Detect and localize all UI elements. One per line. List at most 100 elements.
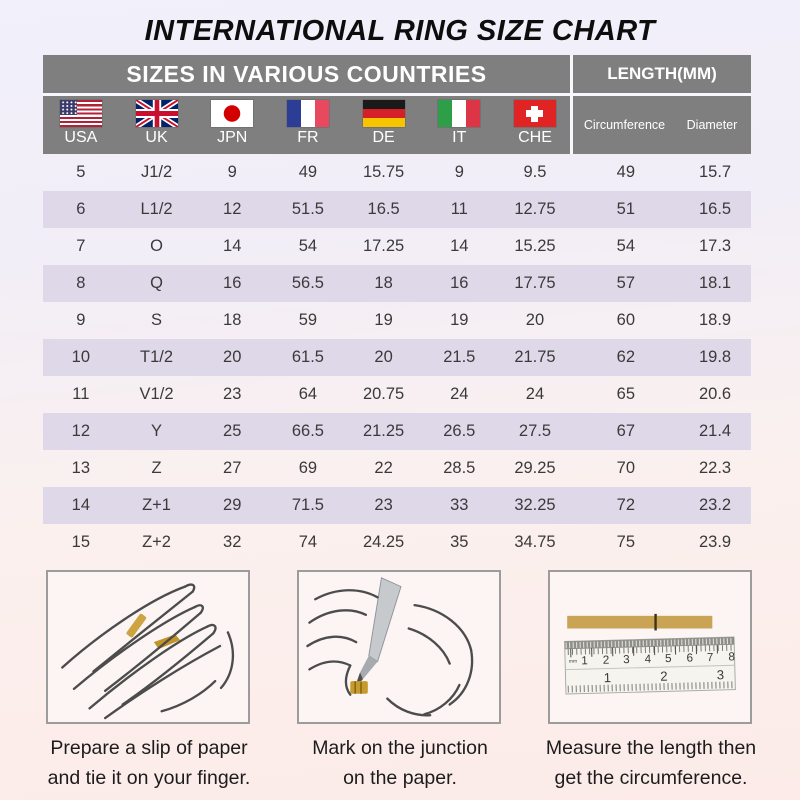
table-cell: 12 xyxy=(223,200,242,218)
table-cell: 14 xyxy=(71,496,91,514)
table-cell: 24 xyxy=(525,385,545,403)
table-cell: 23.9 xyxy=(698,533,732,551)
table-header-band: SIZES IN VARIOUS COUNTRIES LENGTH(MM) xyxy=(43,55,751,93)
table-cell: 69 xyxy=(298,459,318,477)
marking-pen-illustration xyxy=(306,577,474,717)
table-cell: 32.25 xyxy=(514,496,556,514)
table-cell: 75 xyxy=(616,533,636,551)
table-cell: 18 xyxy=(223,311,242,329)
table-cell: 20 xyxy=(525,311,545,329)
ruler-number: 7 xyxy=(707,651,714,664)
table-cell: 16.5 xyxy=(698,200,732,218)
table-cell: 27.5 xyxy=(518,422,552,440)
instruction-figure-1 xyxy=(46,570,250,724)
column-header-de: DE xyxy=(346,96,422,154)
table-cell: 33 xyxy=(450,496,469,514)
table-row: 10 T1/2 20 61.5 20 21.5 21.75 62 19.8 xyxy=(43,339,751,376)
country-code-label: UK xyxy=(145,129,168,146)
table-cell: 49 xyxy=(298,163,318,181)
table-cell: 24.25 xyxy=(362,533,405,551)
table-cell: 20.75 xyxy=(362,385,405,403)
table-cell: 20.6 xyxy=(698,385,732,403)
france-flag-icon xyxy=(286,100,329,127)
table-cell: T1/2 xyxy=(140,348,174,366)
table-cell: Z+1 xyxy=(142,496,171,514)
table-cell: 72 xyxy=(616,496,636,514)
caption-line: Mark on the junction xyxy=(312,737,488,759)
table-cell: S xyxy=(151,311,163,329)
ruler-number: 4 xyxy=(644,653,651,666)
usa-flag-icon xyxy=(59,100,102,127)
table-cell: 12 xyxy=(71,422,91,440)
caption-line: Measure the length then xyxy=(545,737,757,759)
table-cell: 12.75 xyxy=(514,200,556,218)
ruler-number: 1 xyxy=(581,654,588,667)
hand-with-paper-illustration xyxy=(61,583,235,720)
caption-line: and tie it on your finger. xyxy=(47,767,251,789)
table-row: 11 V1/2 23 64 20.75 24 24 65 20.6 xyxy=(43,376,751,413)
ruler-illustration: mm 1 2 3 4 5 6 7 8 1 2 3 xyxy=(564,613,736,695)
table-cell: 15.7 xyxy=(698,163,732,181)
table-cell: 32 xyxy=(223,533,242,551)
header-sizes-countries: SIZES IN VARIOUS COUNTRIES xyxy=(43,55,573,93)
table-cell: 18.9 xyxy=(698,311,732,329)
table-row: 8 Q 16 56.5 18 16 17.75 57 18.1 xyxy=(43,265,751,302)
table-cell: 14 xyxy=(223,237,242,255)
table-cell: Z xyxy=(151,459,162,477)
country-code-label: DE xyxy=(372,129,395,146)
table-cell: 22.3 xyxy=(698,459,732,477)
table-cell: 66.5 xyxy=(291,422,324,440)
table-cell: V1/2 xyxy=(139,385,174,403)
table-cell: 19 xyxy=(374,311,393,329)
country-code-label: JPN xyxy=(217,129,248,146)
ruler-inch-number: 2 xyxy=(660,669,668,684)
instruction-figure-2 xyxy=(297,570,501,724)
table-cell: 49 xyxy=(616,163,636,181)
country-flags-section: USA UK JPN FR xyxy=(43,96,573,154)
header-length-mm: LENGTH(MM) xyxy=(573,55,751,93)
table-cell: 21.4 xyxy=(698,422,732,440)
table-cell: 23 xyxy=(223,385,242,403)
table-cell: Z+2 xyxy=(142,533,171,551)
table-cell: 25 xyxy=(223,422,242,440)
table-cell: 9 xyxy=(227,163,237,181)
instruction-caption-1: Prepare a slip of paper and tie it on yo… xyxy=(19,733,279,793)
table-cell: 5 xyxy=(76,163,86,181)
caption-line: get the circumference. xyxy=(554,767,748,789)
column-header-diameter: Diameter xyxy=(686,118,738,132)
table-cell: 70 xyxy=(616,459,636,477)
ruler-number: 8 xyxy=(728,650,735,663)
table-cell: 18.1 xyxy=(698,274,732,292)
table-row: 14 Z+1 29 71.5 23 33 32.25 72 23.2 xyxy=(43,487,751,524)
country-code-label: CHE xyxy=(518,129,552,146)
table-cell: L1/2 xyxy=(140,200,173,218)
table-cell: O xyxy=(150,237,163,255)
table-cell: 54 xyxy=(616,237,636,255)
table-cell: 27 xyxy=(223,459,242,477)
table-row: 5 J1/2 9 49 15.75 9 9.5 49 15.7 xyxy=(43,154,751,191)
ring-size-table: SIZES IN VARIOUS COUNTRIES LENGTH(MM) US… xyxy=(43,55,751,561)
table-cell: 11 xyxy=(450,200,468,218)
table-cell: 20 xyxy=(374,348,393,366)
table-cell: 20 xyxy=(223,348,242,366)
table-cell: J1/2 xyxy=(140,163,173,181)
table-cell: 10 xyxy=(71,348,91,366)
table-row: 15 Z+2 32 74 24.25 35 34.75 75 23.9 xyxy=(43,524,751,561)
table-cell: 18 xyxy=(374,274,393,292)
column-header-jpn: JPN xyxy=(194,96,270,154)
table-cell: 16.5 xyxy=(367,200,400,218)
table-cell: 67 xyxy=(616,422,636,440)
table-cell: 9 xyxy=(454,163,464,181)
table-cell: 34.75 xyxy=(514,533,556,551)
table-cell: 26.5 xyxy=(443,422,476,440)
table-cell: 19.8 xyxy=(698,348,732,366)
table-cell: 9.5 xyxy=(523,163,547,181)
table-cell: 17.3 xyxy=(698,237,732,255)
table-cell: 13 xyxy=(71,459,91,477)
table-cell: 15.75 xyxy=(362,163,405,181)
table-cell: 21.75 xyxy=(514,348,556,366)
table-cell: 16 xyxy=(223,274,242,292)
table-cell: 8 xyxy=(76,274,86,292)
header-divider xyxy=(43,93,751,96)
country-code-label: USA xyxy=(64,129,98,146)
